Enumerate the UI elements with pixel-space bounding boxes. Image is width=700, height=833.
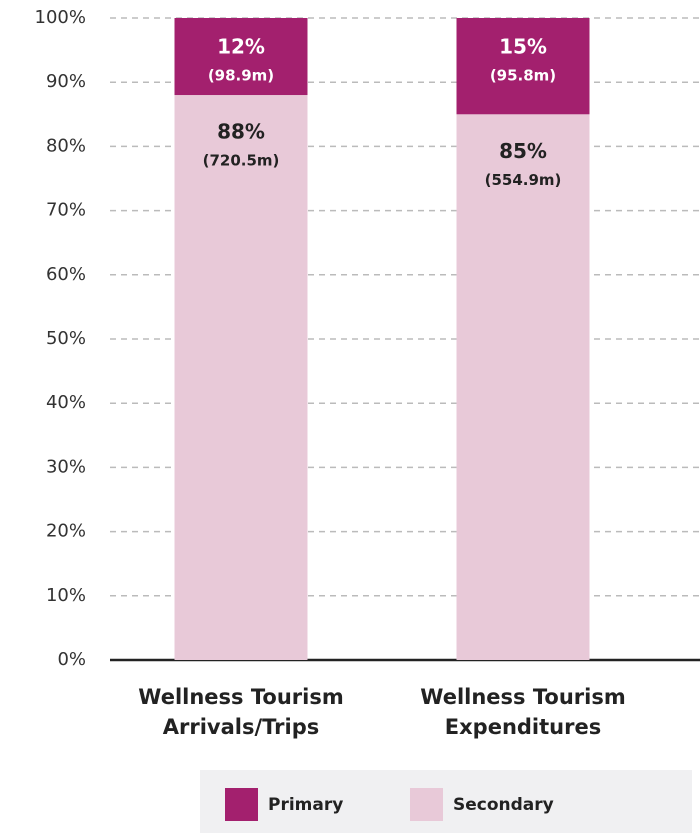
legend-swatch bbox=[225, 788, 258, 821]
amount-label: (95.8m) bbox=[490, 67, 556, 85]
legend-swatch bbox=[410, 788, 443, 821]
y-tick-label: 30% bbox=[46, 456, 86, 477]
y-tick-label: 100% bbox=[35, 7, 86, 28]
bar-segment bbox=[456, 114, 590, 661]
y-tick-label: 70% bbox=[46, 200, 86, 221]
amount-label: (720.5m) bbox=[203, 152, 280, 170]
amount-label: (98.9m) bbox=[208, 67, 274, 85]
legend-label: Secondary bbox=[453, 795, 554, 815]
y-tick-label: 0% bbox=[57, 649, 86, 670]
y-tick-label: 10% bbox=[46, 585, 86, 606]
bar-segment bbox=[456, 18, 590, 115]
y-tick-label: 20% bbox=[46, 521, 86, 542]
y-tick-label: 60% bbox=[46, 264, 86, 285]
value-label: 88% bbox=[217, 120, 265, 144]
value-label: 12% bbox=[217, 35, 265, 59]
legend-label: Primary bbox=[268, 795, 343, 815]
x-tick-label: Wellness Tourism Arrivals/Trips bbox=[138, 685, 344, 739]
legend-box bbox=[200, 770, 692, 833]
value-label: 85% bbox=[499, 139, 547, 163]
amount-label: (554.9m) bbox=[485, 171, 562, 189]
bar-segment bbox=[174, 95, 308, 661]
y-tick-label: 90% bbox=[46, 71, 86, 92]
y-tick-label: 80% bbox=[46, 135, 86, 156]
y-tick-label: 50% bbox=[46, 328, 86, 349]
x-tick-label: Wellness Tourism Expenditures bbox=[420, 685, 626, 739]
y-tick-label: 40% bbox=[46, 392, 86, 413]
bar-segment bbox=[174, 18, 308, 96]
value-label: 15% bbox=[499, 35, 547, 59]
